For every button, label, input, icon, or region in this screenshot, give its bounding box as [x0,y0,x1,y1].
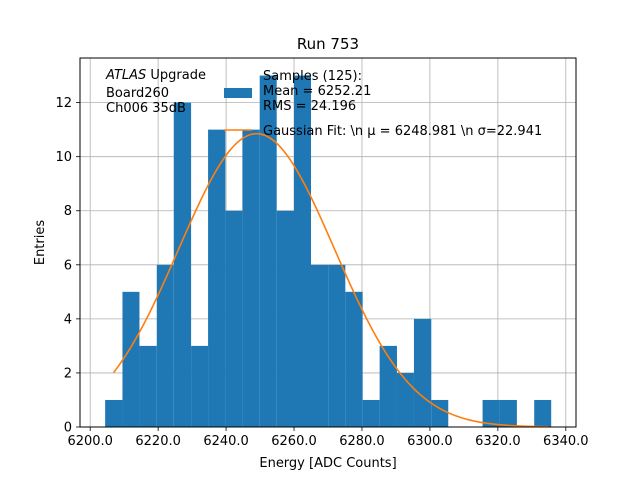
histogram-bar [499,399,517,427]
x-tick-label: 6240.0 [203,434,249,449]
histogram-bar [173,102,192,427]
histogram-bar [105,399,123,427]
y-tick-label: 4 [64,312,72,327]
chart-title: Run 753 [297,35,359,53]
histogram-bar [482,399,500,427]
legend-patch [224,88,252,98]
x-axis-label: Energy [ADC Counts] [259,456,396,471]
histogram-bar [139,345,157,427]
histogram-bar [225,210,243,427]
y-tick-label: 2 [64,366,72,381]
histogram-bar [413,318,432,427]
histogram-bar [294,75,312,428]
x-tick-label: 6200.0 [67,434,113,449]
y-axis-label: Entries [33,220,48,266]
histogram-bar [191,345,209,427]
histogram-bar [242,129,260,427]
x-tick-label: 6260.0 [271,434,317,449]
annotation-line: ATLAS Upgrade [105,68,206,83]
histogram-bar [311,264,329,427]
histogram-bar [362,399,380,427]
histogram-bar [156,264,174,427]
x-tick-label: 6340.0 [543,434,589,449]
y-tick-label: 6 [64,258,72,273]
x-tick-label: 6320.0 [475,434,521,449]
y-tick-label: 0 [64,421,72,436]
legend-label: Samples (125): [263,69,362,84]
histogram-bar [328,264,346,427]
histogram-bars [105,75,552,428]
annotation-line: Ch006 35dB [106,101,186,116]
plot-frame [79,57,577,428]
legend: Samples (125): Mean = 6252.21 RMS = 24.1… [224,69,542,139]
atlas-label: ATLAS [105,68,146,83]
histogram-bar [259,75,277,428]
upgrade-label: Upgrade [146,68,206,83]
histogram-bar [208,129,226,427]
y-tick-label: 8 [64,204,72,219]
histogram-bar [379,345,397,427]
axis-ticks: 6200.0 6220.0 6240.0 6260.0 6280.0 6300.0 6320… [55,96,588,449]
y-tick-label: 12 [55,96,72,111]
gaussian-fit-layer [112,132,549,428]
x-tick-label: 6280.0 [339,434,385,449]
histogram-bar [122,291,140,427]
histogram-bar [345,291,363,427]
histogram-bar [396,372,414,427]
legend-label: Mean = 6252.21 [263,84,371,99]
legend-label: Gaussian Fit: \n μ = 6248.981 \n σ=22.94… [263,124,542,139]
x-tick-label: 6220.0 [135,434,181,449]
histogram-bar [276,210,295,427]
histogram-bar [534,399,552,427]
y-tick-label: 10 [55,150,72,165]
gaussian-fit-line [112,132,549,428]
x-tick-label: 6300.0 [407,434,453,449]
legend-label: RMS = 24.196 [263,99,356,114]
annotation-line: Board260 [106,86,169,101]
atlas-annotation: ATLAS Upgrade Board260 Ch006 35dB [105,68,206,116]
